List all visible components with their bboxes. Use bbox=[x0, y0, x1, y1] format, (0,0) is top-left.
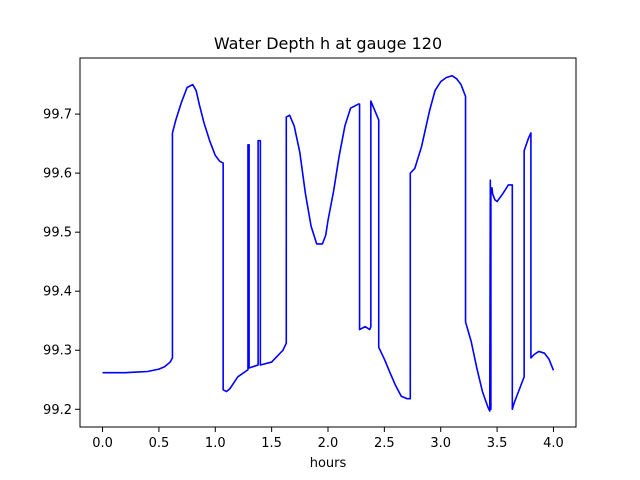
x-axis: 0.0 0.5 1.0 1.5 2.0 2.5 3.0 3.5 4.0 bbox=[92, 427, 564, 451]
y-tick-label: 99.2 bbox=[43, 403, 72, 418]
y-axis: 99.2 99.3 99.4 99.5 99.6 99.7 bbox=[43, 108, 80, 418]
y-tick-label: 99.7 bbox=[43, 108, 72, 123]
x-tick-label: 1.5 bbox=[261, 436, 282, 451]
x-tick-label: 3.0 bbox=[430, 436, 451, 451]
x-tick-label: 2.5 bbox=[374, 436, 395, 451]
series-layer bbox=[102, 74, 555, 412]
y-tick-label: 99.3 bbox=[43, 344, 72, 359]
x-tick-label: 2.0 bbox=[318, 436, 339, 451]
x-tick-label: 3.5 bbox=[487, 436, 508, 451]
y-tick-label: 99.5 bbox=[43, 226, 72, 241]
y-tick-label: 99.4 bbox=[43, 285, 72, 300]
y-tick-label: 99.6 bbox=[43, 167, 72, 182]
x-tick-label: 0.5 bbox=[149, 436, 170, 451]
chart-title: Water Depth h at gauge 120 bbox=[214, 34, 442, 53]
x-axis-label: hours bbox=[310, 456, 347, 471]
x-tick-label: 0.0 bbox=[92, 436, 113, 451]
x-tick-label: 4.0 bbox=[543, 436, 564, 451]
x-tick-label: 1.0 bbox=[205, 436, 226, 451]
series-line bbox=[102, 74, 555, 412]
